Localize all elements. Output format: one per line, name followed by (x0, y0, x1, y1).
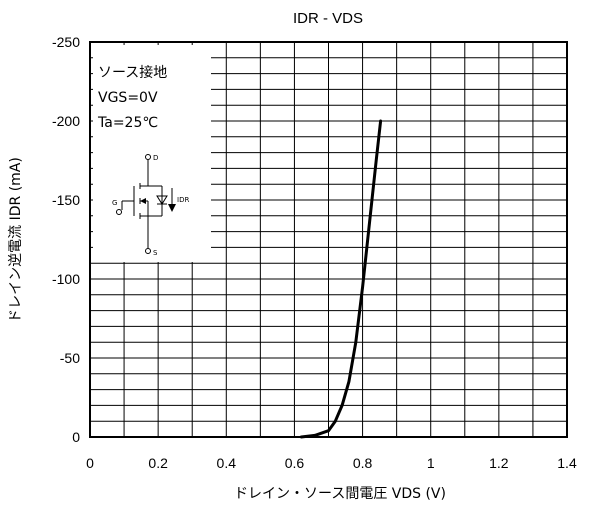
series-layer (299, 119, 383, 439)
schematic-label-drain: D (153, 154, 158, 162)
series-line-0 (299, 119, 383, 439)
legend-box: ソース接地 VGS=0V Ta=25℃ (93, 45, 211, 262)
schematic-label-idr: IDR (177, 196, 189, 204)
idr-arrow-icon (168, 204, 176, 212)
legend-condition-0: ソース接地 (98, 64, 167, 81)
y-tick-label: -100 (52, 271, 80, 287)
legend-background (93, 45, 211, 262)
x-tick-label: 0.2 (148, 455, 168, 471)
x-tick-labels: 0 0.2 0.4 0.6 0.8 1 1.2 1.4 (86, 455, 577, 471)
x-tick-label: 1 (427, 455, 435, 471)
y-axis-label: ドレイン逆電流 IDR (mA) (8, 157, 24, 323)
y-tick-label: -150 (52, 192, 80, 208)
plot-border (89, 41, 568, 438)
x-tick-label: 0 (86, 455, 94, 471)
x-tick-label: 0.6 (285, 455, 305, 471)
x-tick-label: 0.8 (353, 455, 373, 471)
y-tick-label: -250 (52, 34, 80, 50)
x-axis-label: ドレイン・ソース間電圧 VDS (V) (234, 486, 446, 502)
grid-layer (90, 42, 567, 437)
schematic-label-source: S (153, 249, 158, 257)
gate-arrow-icon (140, 198, 146, 204)
y-tick-label: -50 (60, 350, 80, 366)
mosfet-schematic-icon (116, 154, 173, 254)
y-tick-label: 0 (72, 429, 80, 445)
legend-condition-2: Ta=25℃ (97, 115, 158, 131)
chart-title: IDR - VDS (293, 10, 363, 27)
x-tick-label: 1.2 (489, 455, 509, 471)
schematic-label-gate: G (112, 199, 117, 207)
legend-condition-1: VGS=0V (98, 90, 158, 106)
x-tick-label: 0.4 (217, 455, 237, 471)
y-tick-labels: 0 -50 -100 -150 -200 -250 (52, 34, 80, 445)
y-tick-label: -200 (52, 113, 80, 129)
x-tick-label: 1.4 (557, 455, 577, 471)
